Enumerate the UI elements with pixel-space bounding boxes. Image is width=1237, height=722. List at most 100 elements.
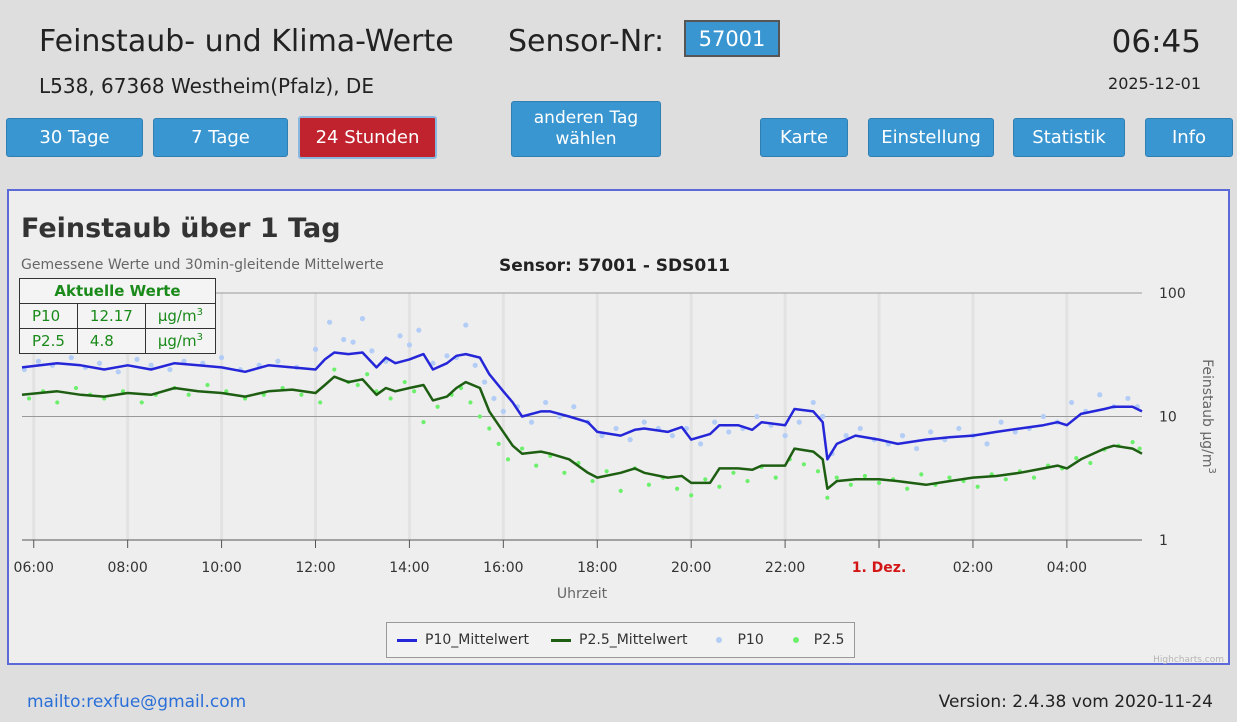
p25-point <box>26 396 32 401</box>
current-unit-p25-text: µg/m <box>157 332 197 350</box>
p10-point <box>463 322 469 328</box>
p10-point <box>275 358 281 364</box>
p10-point <box>430 360 436 366</box>
settings-label: Einstellung <box>881 127 981 148</box>
y-tick-label: 1 <box>1159 533 1168 549</box>
p10-point <box>599 433 605 439</box>
legend-item-p25[interactable]: P2.5 <box>786 632 844 648</box>
current-unit-p10-text: µg/m <box>157 307 197 325</box>
p25-point <box>562 470 567 475</box>
p10-point <box>857 425 863 432</box>
p10-point <box>406 342 413 348</box>
p25-point <box>815 469 821 474</box>
choose-other-day-button[interactable]: anderen Tag wählen <box>511 101 661 157</box>
p25-point <box>919 472 924 477</box>
chart-legend: P10_Mittelwert P2.5_Mittelwert P10 P2.5 <box>386 622 856 658</box>
p25-point <box>1003 477 1008 482</box>
p10-point <box>641 419 647 425</box>
p25-point <box>496 441 501 446</box>
x-tick-label: 10:00 <box>201 560 241 576</box>
x-tick-label: 02:00 <box>953 560 993 576</box>
range-24-hours-button[interactable]: 24 Stunden <box>298 116 437 159</box>
y-tick-label: 100 <box>1159 286 1186 302</box>
p10-point <box>369 348 375 354</box>
p10-mean-line <box>21 351 1143 461</box>
p10-point <box>472 362 478 368</box>
current-unit-p25-sup: 3 <box>196 332 203 343</box>
p25-point <box>299 392 304 397</box>
p10-point <box>796 419 802 425</box>
statistics-label: Statistik <box>1032 127 1106 148</box>
p25-point <box>388 396 393 401</box>
p25-point <box>402 379 407 385</box>
legend-item-p10-mean[interactable]: P10_Mittelwert <box>397 632 529 648</box>
info-button[interactable]: Info <box>1145 118 1233 157</box>
legend-item-p10[interactable]: P10 <box>709 632 764 648</box>
p10-point <box>1040 413 1046 420</box>
p25-point <box>505 457 511 462</box>
current-date: 2025-12-01 <box>1108 74 1201 93</box>
range-30-days-button[interactable]: 30 Tage <box>6 118 143 157</box>
x-tick-label: 20:00 <box>671 560 711 576</box>
choose-other-day-label-2: wählen <box>555 129 617 149</box>
p10-point <box>1068 399 1075 406</box>
x-tick-label: 04:00 <box>1047 560 1087 576</box>
p25-point <box>848 482 853 487</box>
sensor-number-input[interactable] <box>684 20 780 57</box>
p10-point <box>35 358 42 364</box>
current-unit-p25: µg/m3 <box>144 328 216 354</box>
p10-point <box>167 366 173 373</box>
p25-point <box>205 382 210 388</box>
p25-point <box>717 484 722 489</box>
chart-credits[interactable]: Highcharts.com <box>1153 655 1224 665</box>
x-axis-title: Uhrzeit <box>557 586 608 602</box>
p25-point <box>975 484 980 489</box>
p10-point <box>491 395 497 402</box>
p25-point <box>468 400 473 405</box>
p10-point <box>913 445 920 452</box>
p10-point <box>543 399 549 406</box>
x-tick-label: 12:00 <box>295 560 335 576</box>
range-7-days-label: 7 Tage <box>191 127 250 148</box>
p10-point <box>754 413 760 420</box>
current-values-header-row: Aktuelle Werte <box>19 278 216 304</box>
current-values-row-p10: P10 12.17 µg/m3 <box>19 303 216 329</box>
x-tick-label: 1. Dez. <box>852 560 907 576</box>
p25-point <box>947 475 952 480</box>
p25-point <box>689 493 694 498</box>
p10-point <box>1125 395 1131 402</box>
p25-point <box>674 486 680 491</box>
p10-point <box>134 356 140 362</box>
legend-label-p10: P10 <box>737 632 764 648</box>
p10-point <box>68 354 74 361</box>
chart-svg: 06:00 08:00 10:00 12:00 14:00 16:00 18:00 20:00… <box>14 286 1217 602</box>
p25-point <box>520 446 525 451</box>
current-values-heading: Aktuelle Werte <box>19 278 216 304</box>
p25-point <box>905 486 910 491</box>
p10-point <box>613 425 619 432</box>
p10-point <box>181 358 187 364</box>
settings-button[interactable]: Einstellung <box>868 118 994 157</box>
range-24-hours-label: 24 Stunden <box>315 127 420 148</box>
p25-point <box>412 389 417 394</box>
p10-point <box>218 354 225 361</box>
sensor-address: L538, 67368 Westheim(Pfalz), DE <box>39 74 374 98</box>
p10-point <box>350 339 356 345</box>
range-7-days-button[interactable]: 7 Tage <box>153 118 288 157</box>
p25-point <box>332 367 337 372</box>
legend-item-p25-mean[interactable]: P2.5_Mittelwert <box>551 632 687 648</box>
p25-point <box>1088 460 1093 466</box>
p10-point <box>148 362 154 368</box>
legend-dot-p25 <box>792 637 799 643</box>
p25-point <box>862 473 868 479</box>
p25-mean-line <box>21 375 1143 491</box>
p10-point <box>481 379 488 385</box>
x-tick-label: 14:00 <box>389 560 429 576</box>
map-button[interactable]: Karte <box>760 118 848 157</box>
contact-email-link[interactable]: mailto:rexfue@gmail.com <box>27 692 247 712</box>
p10-point <box>571 404 577 410</box>
p25-point <box>1137 446 1142 451</box>
statistics-button[interactable]: Statistik <box>1013 118 1125 157</box>
x-tick-label: 16:00 <box>483 560 523 576</box>
p10-point <box>96 360 103 366</box>
